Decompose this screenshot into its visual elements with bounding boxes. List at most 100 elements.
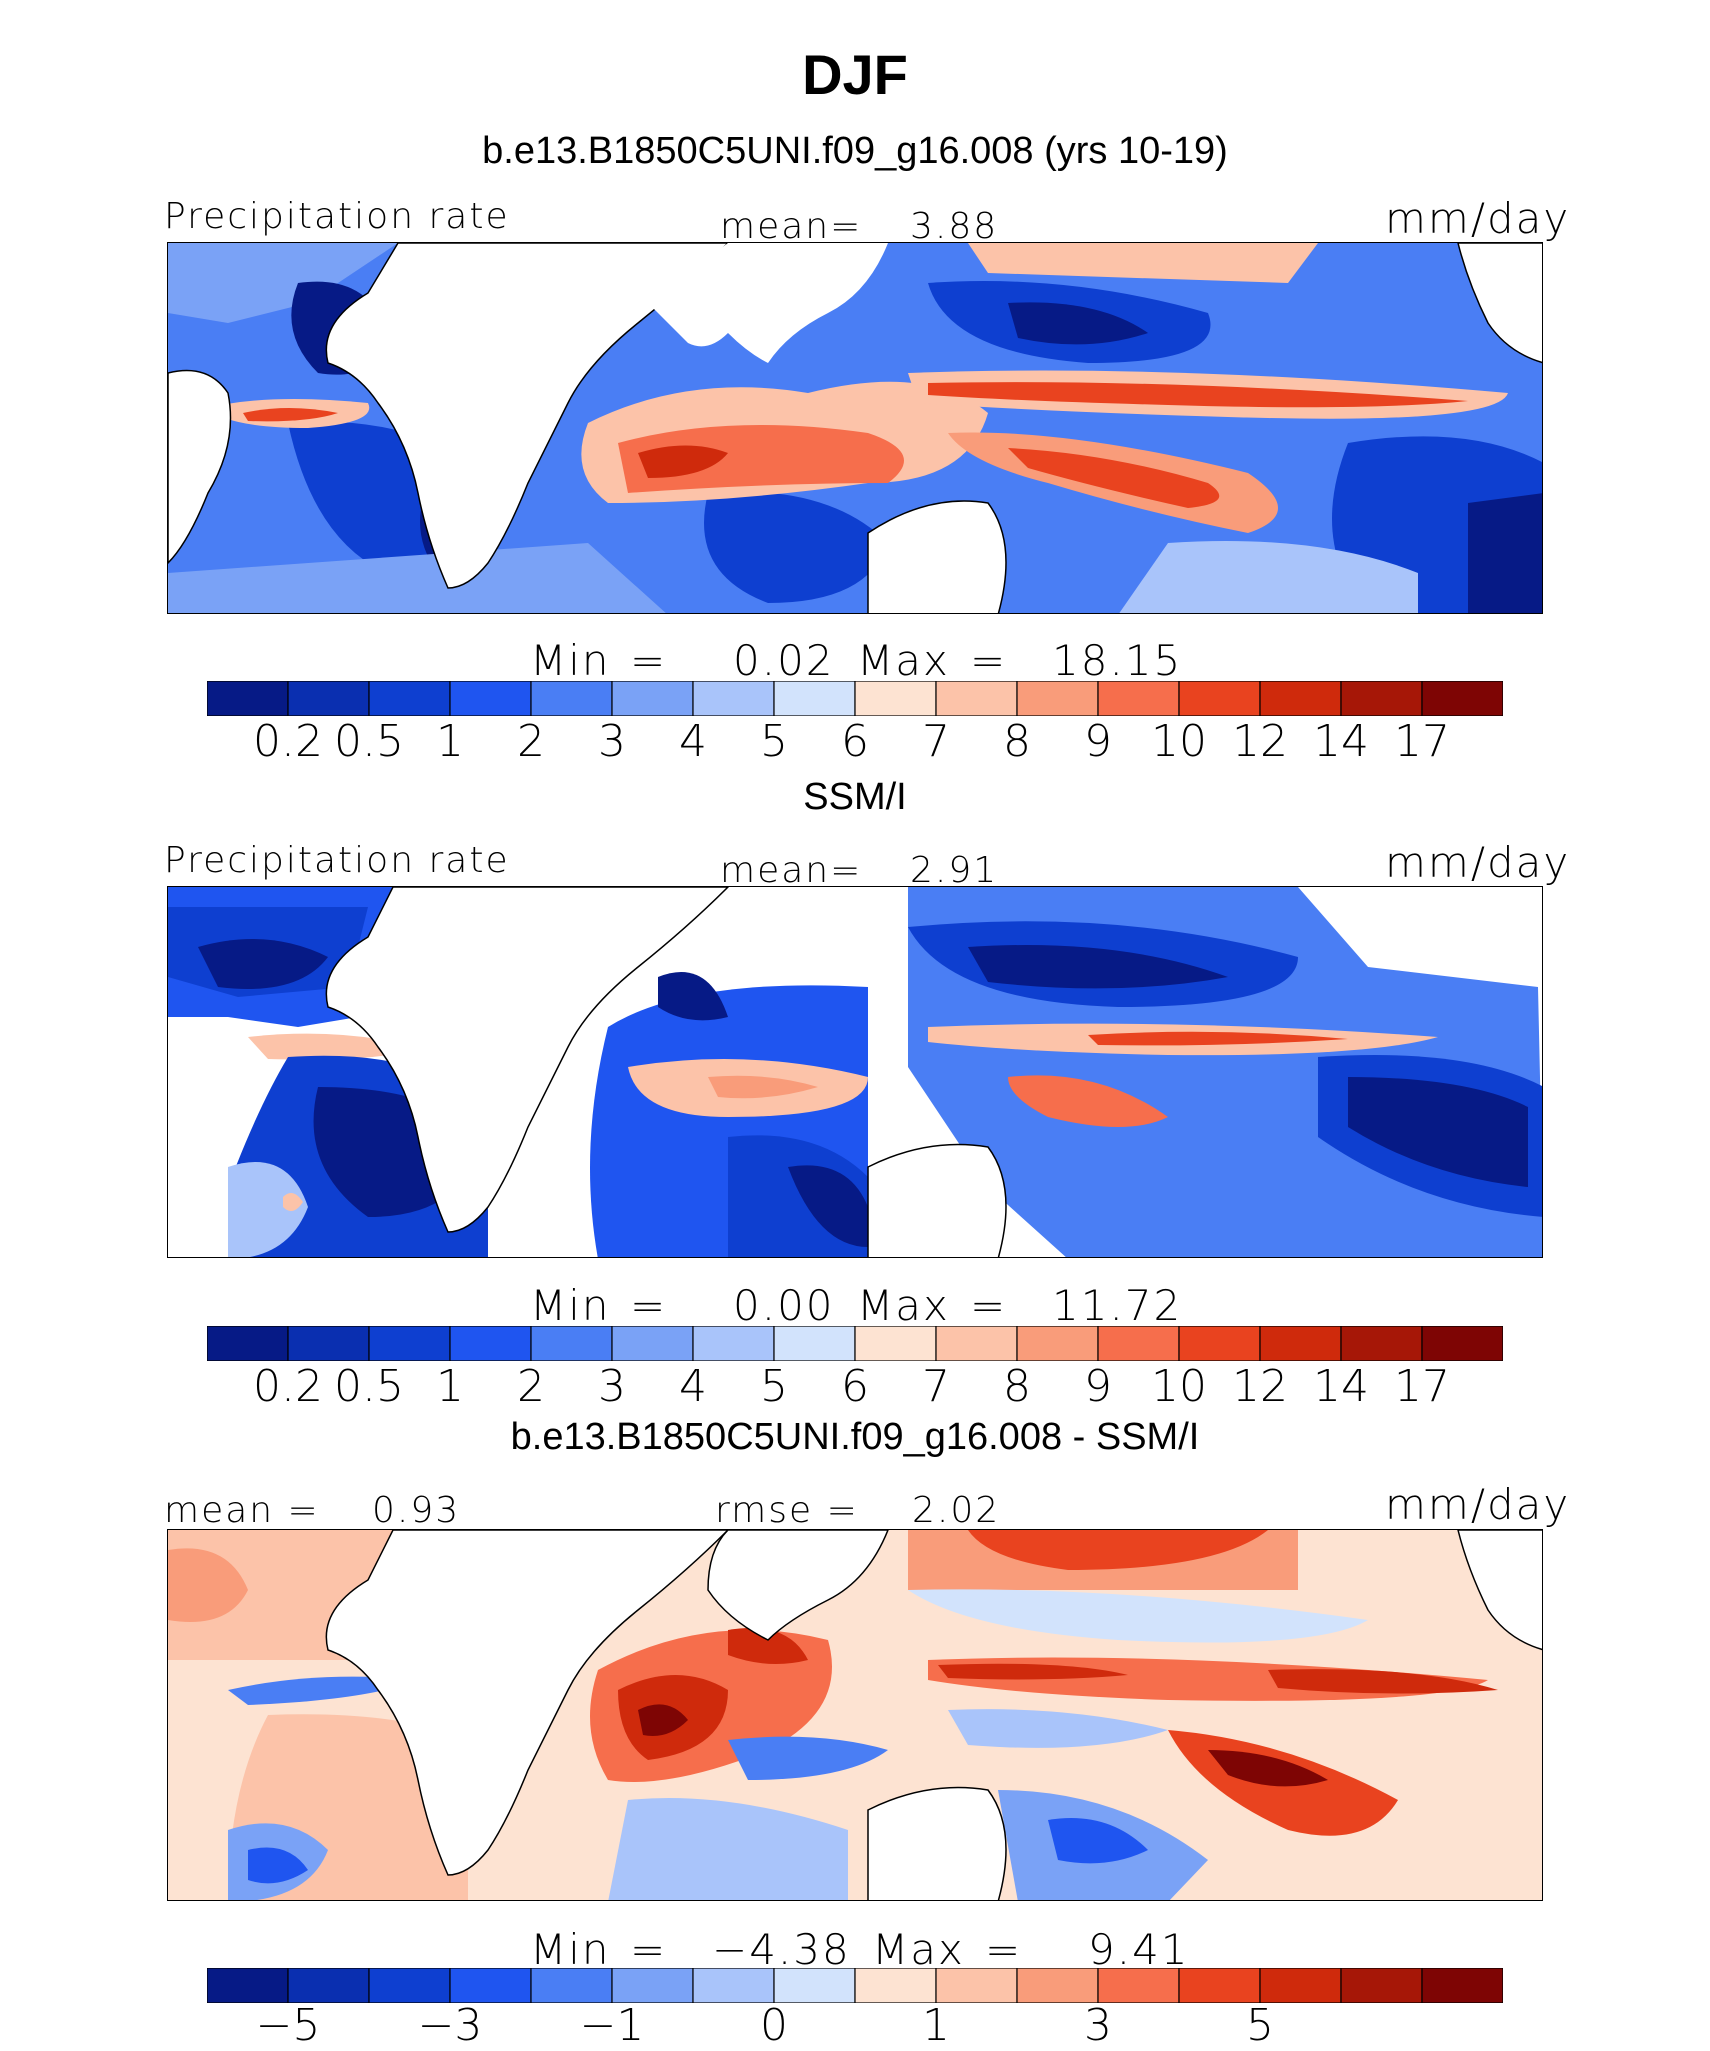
panel1-max-eq: = <box>970 636 1008 685</box>
diff-contour <box>1048 1818 1148 1864</box>
panel1-variable-label: Precipitation rate <box>164 196 510 237</box>
colorbar-tick-label: 7 <box>922 716 950 767</box>
colorbar-tick-label: 9 <box>1084 716 1112 767</box>
panel3-rmse-value: 2.02 <box>912 1490 1001 1531</box>
colorbar-tick-label: 3 <box>598 716 626 767</box>
precip-contour <box>638 445 728 478</box>
panel3-mean-label: mean = <box>164 1490 320 1531</box>
land-mask <box>867 500 1007 613</box>
panel3-units: mm/day <box>1385 1480 1571 1529</box>
precip-contour <box>168 243 398 323</box>
panel3-min-value: −4.38 <box>712 1925 851 1974</box>
colorbar-swatch <box>773 681 856 716</box>
precip-contour <box>1008 1075 1168 1127</box>
colorbar-swatch <box>1340 681 1423 716</box>
precip-contour <box>1348 1077 1528 1187</box>
precip-contour <box>708 1075 818 1099</box>
diff-contour <box>168 1548 248 1622</box>
colorbar-swatch <box>1421 1968 1503 2003</box>
figure-title: DJF <box>802 43 908 106</box>
colorbar-swatch <box>692 681 775 716</box>
colorbar-tick-label: 3 <box>1084 2000 1112 2051</box>
panel1-min-label: Min <box>530 636 611 685</box>
colorbar-swatch <box>449 1326 532 1361</box>
colorbar-swatch <box>1097 681 1180 716</box>
panel1-max-value: 18.15 <box>1052 636 1183 685</box>
land-mask <box>707 1530 889 1641</box>
panel2-max-label: Max <box>857 1281 950 1330</box>
panel2-map <box>167 886 1543 1258</box>
panel1-map <box>167 242 1543 614</box>
land-mask <box>1457 1530 1542 1651</box>
colorbar-tick-label: 17 <box>1394 716 1450 767</box>
precip-contour <box>1468 493 1542 613</box>
colorbar-swatch <box>449 1968 532 2003</box>
panel2-max-value: 11.72 <box>1052 1281 1183 1330</box>
panel2-title: SSM/I <box>803 776 907 818</box>
panel2-min-label: Min <box>530 1281 611 1330</box>
panel2-variable-label: Precipitation rate <box>164 840 510 881</box>
panel1-min-value: 0.02 <box>733 636 835 685</box>
land-mask <box>325 1530 730 1876</box>
colorbar-tick-label: 1 <box>922 2000 950 2051</box>
precip-contour <box>243 408 338 422</box>
diff-contour <box>728 1736 888 1780</box>
colorbar-swatch <box>530 1326 613 1361</box>
diff-contour <box>638 1704 688 1736</box>
panel1-min-eq: = <box>630 636 668 685</box>
colorbar-swatch <box>1259 1326 1342 1361</box>
colorbar-tick-label: 8 <box>1003 716 1031 767</box>
precip-contour <box>704 491 888 603</box>
colorbar-swatch <box>854 1968 937 2003</box>
precip-contour <box>928 382 1468 408</box>
precip-contour <box>788 1165 868 1247</box>
colorbar-swatch <box>207 681 289 716</box>
colorbar-swatch <box>935 1968 1018 2003</box>
colorbar-tick-label: 0.5 <box>334 1361 404 1412</box>
panel3-map <box>167 1529 1543 1901</box>
colorbar-tick-label: −5 <box>255 2000 321 2051</box>
precip-contour <box>283 1193 303 1211</box>
colorbar-swatch <box>530 681 613 716</box>
colorbar-tick-label: 6 <box>841 716 869 767</box>
diff-contour <box>1268 1669 1498 1694</box>
land-mask <box>867 1143 1007 1257</box>
diff-contour <box>948 1709 1168 1748</box>
colorbar-swatch <box>773 1968 856 2003</box>
colorbar-tick-label: 4 <box>679 1361 707 1412</box>
colorbar-tick-label: 17 <box>1394 1361 1450 1412</box>
land-mask <box>325 887 730 1233</box>
diff-contour <box>228 1676 418 1705</box>
precip-contour <box>658 972 728 1021</box>
colorbar-tick-label: 14 <box>1313 1361 1369 1412</box>
colorbar-swatch <box>935 681 1018 716</box>
panel1-mean-label: mean= <box>720 206 863 247</box>
colorbar-swatch <box>287 1326 370 1361</box>
colorbar-swatch <box>692 1968 775 2003</box>
precip-contour <box>168 543 666 613</box>
panel1-max-label: Max <box>857 636 950 685</box>
colorbar-tick-label: 5 <box>760 716 788 767</box>
colorbar-swatch <box>207 1968 289 2003</box>
diff-contour <box>908 1589 1368 1643</box>
panel2-min-eq: = <box>630 1281 668 1330</box>
colorbar-swatch <box>1421 1326 1503 1361</box>
colorbar-tick-label: 5 <box>1246 2000 1274 2051</box>
colorbar-tick-label: 2 <box>517 716 545 767</box>
colorbar-swatch <box>611 681 694 716</box>
colorbar-tick-label: 0.2 <box>253 1361 323 1412</box>
panel3-min-label: Min <box>530 1925 611 1974</box>
colorbar-tick-label: 9 <box>1084 1361 1112 1412</box>
colorbar-tick-label: 4 <box>679 716 707 767</box>
colorbar-swatch <box>1340 1326 1423 1361</box>
panel2-units: mm/day <box>1385 838 1571 887</box>
colorbar-swatch <box>530 1968 613 2003</box>
precip-contour <box>618 425 904 493</box>
land-mask <box>325 243 730 589</box>
colorbar-swatch <box>1259 1968 1342 2003</box>
colorbar-swatch <box>611 1326 694 1361</box>
colorbar-swatch <box>1016 1968 1099 2003</box>
colorbar-swatch <box>287 681 370 716</box>
precip-contour <box>1119 541 1418 613</box>
panel3-min-eq: = <box>630 1925 668 1974</box>
